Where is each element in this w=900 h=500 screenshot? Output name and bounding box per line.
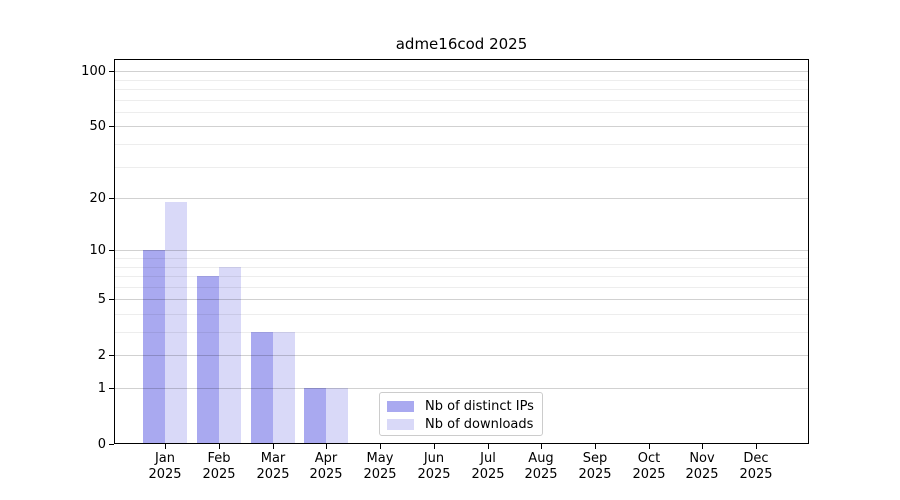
chart-title: adme16cod 2025 bbox=[395, 35, 528, 53]
y-tick-label-10: 10 bbox=[89, 243, 106, 258]
bar-feb-distinct-ips bbox=[197, 276, 219, 443]
x-tick-label-dec: Dec 2025 bbox=[728, 451, 784, 483]
x-tick-label-jul: Jul 2025 bbox=[460, 451, 516, 483]
gridline-minor-60 bbox=[115, 111, 808, 113]
x-tick-label-mar: Mar 2025 bbox=[245, 451, 301, 483]
x-tick-dec bbox=[756, 444, 757, 449]
x-tick-jun bbox=[434, 444, 435, 449]
gridline-major-100 bbox=[115, 71, 808, 73]
y-tick-label-2: 2 bbox=[97, 348, 106, 363]
gridline-major-20 bbox=[115, 198, 808, 200]
legend-swatch-distinct-ips bbox=[387, 401, 414, 412]
y-tick-label-100: 100 bbox=[81, 64, 106, 79]
bar-feb-downloads bbox=[219, 266, 241, 443]
gridline-minor-3 bbox=[115, 332, 808, 334]
y-tick-label-0: 0 bbox=[97, 437, 106, 452]
y-tick-1 bbox=[109, 388, 114, 389]
gridline-minor-90 bbox=[115, 79, 808, 81]
y-tick-20 bbox=[109, 198, 114, 199]
gridline-major-5 bbox=[115, 299, 808, 301]
bar-jan-distinct-ips bbox=[143, 250, 166, 443]
x-tick-label-apr: Apr 2025 bbox=[298, 451, 354, 483]
y-tick-0 bbox=[109, 444, 114, 445]
gridline-minor-9 bbox=[115, 258, 808, 259]
y-tick-5 bbox=[109, 299, 114, 300]
x-tick-label-may: May 2025 bbox=[352, 451, 408, 483]
legend-label-downloads: Nb of downloads bbox=[425, 417, 534, 432]
bar-mar-downloads bbox=[272, 332, 295, 443]
y-tick-label-1: 1 bbox=[97, 381, 106, 396]
bar-apr-distinct-ips bbox=[304, 388, 327, 443]
x-tick-label-aug: Aug 2025 bbox=[513, 451, 569, 483]
gridline-minor-7 bbox=[115, 276, 808, 278]
x-tick-year-apr: 2025 bbox=[309, 467, 343, 482]
legend-item-distinct-ips: Nb of distinct IPs bbox=[387, 398, 534, 415]
y-tick-50 bbox=[109, 126, 114, 127]
gridline-minor-4 bbox=[115, 314, 808, 315]
gridline-major-1 bbox=[115, 388, 808, 389]
legend-item-downloads: Nb of downloads bbox=[387, 416, 534, 433]
x-tick-year-sep: 2025 bbox=[578, 467, 612, 482]
x-tick-label-jun: Jun 2025 bbox=[406, 451, 462, 483]
legend-label-distinct-ips: Nb of distinct IPs bbox=[425, 399, 534, 414]
x-tick-label-oct: Oct 2025 bbox=[621, 451, 677, 483]
gridline-major-50 bbox=[115, 126, 808, 128]
gridline-minor-40 bbox=[115, 144, 808, 146]
x-tick-year-mar: 2025 bbox=[256, 467, 290, 482]
x-tick-oct bbox=[649, 444, 650, 449]
x-tick-label-feb: Feb 2025 bbox=[191, 451, 247, 483]
gridline-major-10 bbox=[115, 250, 808, 252]
bar-apr-downloads bbox=[326, 388, 349, 443]
gridline-minor-6 bbox=[115, 286, 808, 288]
y-tick-label-5: 5 bbox=[97, 292, 106, 307]
legend: Nb of distinct IPs Nb of downloads bbox=[379, 392, 543, 436]
y-tick-label-50: 50 bbox=[89, 119, 106, 134]
x-tick-may bbox=[380, 444, 381, 449]
x-tick-year-jan: 2025 bbox=[148, 467, 182, 482]
y-tick-100 bbox=[109, 71, 114, 72]
x-tick-label-jan: Jan 2025 bbox=[137, 451, 193, 483]
x-tick-year-jun: 2025 bbox=[417, 467, 451, 482]
legend-swatch-downloads bbox=[387, 419, 414, 430]
x-tick-sep bbox=[595, 444, 596, 449]
x-tick-year-feb: 2025 bbox=[202, 467, 236, 482]
gridline-minor-30 bbox=[115, 166, 808, 168]
x-tick-mar bbox=[273, 444, 274, 449]
x-tick-year-jul: 2025 bbox=[471, 467, 505, 482]
x-tick-jan bbox=[165, 444, 166, 449]
x-tick-apr bbox=[326, 444, 327, 449]
x-tick-year-nov: 2025 bbox=[685, 467, 719, 482]
x-tick-jul bbox=[488, 444, 489, 449]
gridline-minor-70 bbox=[115, 99, 808, 101]
x-tick-nov bbox=[702, 444, 703, 449]
x-tick-label-sep: Sep 2025 bbox=[567, 451, 623, 483]
gridline-minor-8 bbox=[115, 266, 808, 268]
x-tick-aug bbox=[541, 444, 542, 449]
gridline-major-2 bbox=[115, 355, 808, 357]
y-tick-label-20: 20 bbox=[89, 191, 106, 206]
x-tick-year-may: 2025 bbox=[363, 467, 397, 482]
x-tick-label-nov: Nov 2025 bbox=[674, 451, 730, 483]
x-tick-year-dec: 2025 bbox=[739, 467, 773, 482]
x-tick-year-aug: 2025 bbox=[524, 467, 558, 482]
bar-jan-downloads bbox=[165, 202, 188, 443]
y-tick-2 bbox=[109, 355, 114, 356]
plot-area bbox=[114, 59, 809, 444]
gridline-minor-80 bbox=[115, 89, 808, 91]
y-tick-10 bbox=[109, 250, 114, 251]
x-tick-feb bbox=[219, 444, 220, 449]
x-tick-year-oct: 2025 bbox=[632, 467, 666, 482]
bar-mar-distinct-ips bbox=[250, 332, 273, 443]
